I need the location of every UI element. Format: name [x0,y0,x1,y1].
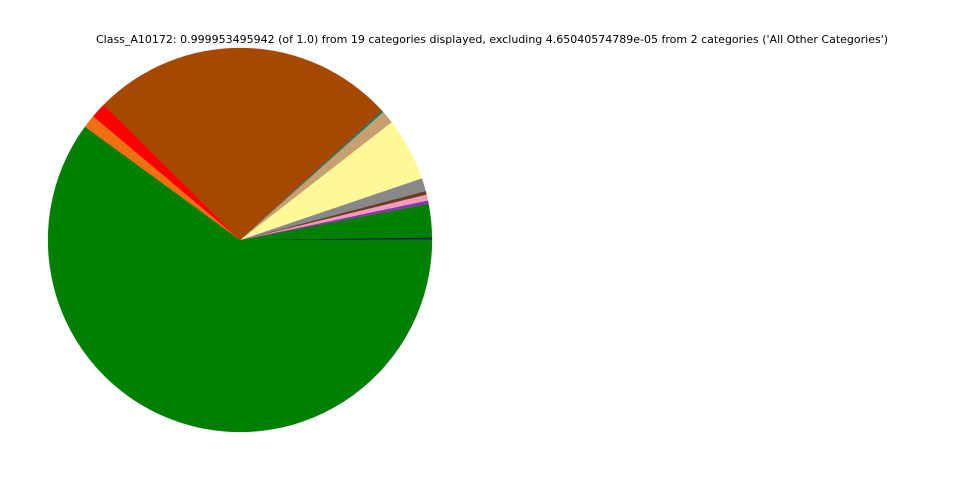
chart-title: Class_A10172: 0.999953495942 (of 1.0) fr… [96,33,888,46]
